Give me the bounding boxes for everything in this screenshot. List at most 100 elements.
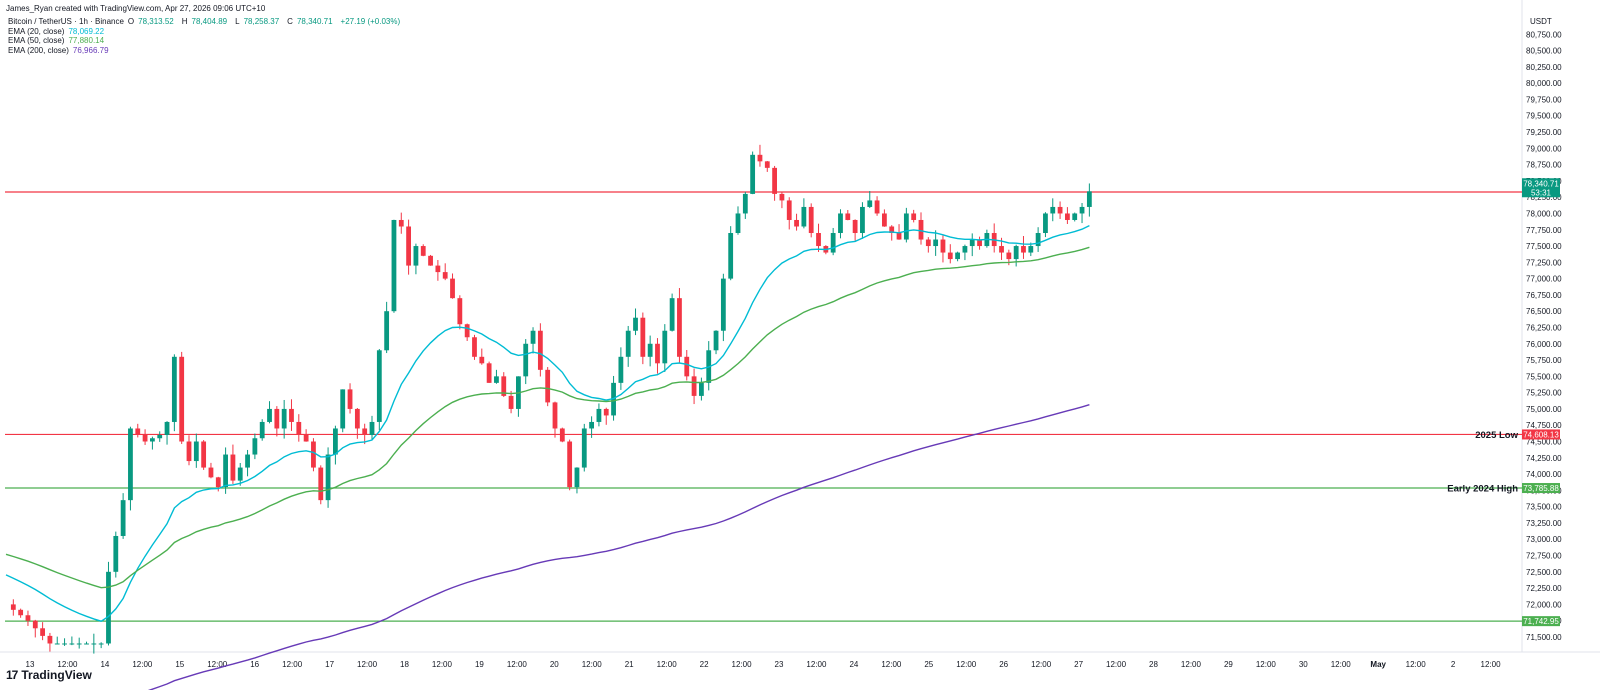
candle-body [142,434,148,442]
candle-body [889,226,895,234]
price-tick-label: 75,750.00 [1526,356,1562,365]
candle-body [867,200,873,207]
time-tick-label: 27 [1074,660,1083,669]
price-change: +27.19 (+0.03%) [340,17,401,26]
time-tick-label: 24 [849,660,858,669]
candle-body [362,428,368,435]
ohlc-low: L 78,258.37 [235,17,280,26]
candle-body [764,161,770,168]
candle-body [677,298,682,357]
candle-body [852,219,858,234]
price-tick-label: 75,000.00 [1526,405,1562,414]
candle-body [179,356,185,442]
candle-body [18,609,24,616]
candle-body [508,395,514,409]
symbol-row[interactable]: Bitcoin / TetherUS · 1h · Binance O 78,313… [8,17,404,27]
candle-body [318,467,324,501]
price-tick-label: 80,750.00 [1526,30,1562,39]
ema50-line [5,246,1090,589]
indicator-ema20[interactable]: EMA (20, close) 78,069.22 [8,26,105,36]
time-axis[interactable]: 13 12:00 14 12:00 15 12:00 16 12:00 17 12:00 18 12:… [26,660,1502,669]
candle-body [472,337,477,357]
candle-body [779,193,785,201]
price-tick-label: 71,500.00 [1526,633,1562,642]
indicator-ema200[interactable]: EMA (200, close) 76,966.79 [8,45,109,55]
candle-body [413,246,419,266]
price-tick-label: 72,750.00 [1526,552,1562,561]
candle-body [457,298,463,325]
price-tick-label: 74,500.00 [1526,438,1562,447]
candle-body [625,330,631,357]
candle-body [450,278,455,299]
ema50-value: 77,880.14 [68,36,105,45]
candle-body [567,441,573,488]
ema20-value: 78,069.22 [68,26,105,36]
time-tick-label: 26 [999,660,1008,669]
price-tick-label: 76,000.00 [1526,340,1562,349]
candle-body [376,350,382,422]
candle-body [742,193,748,214]
candle-body [98,643,104,645]
time-tick-label: 30 [1299,660,1308,669]
candle-body [479,356,485,364]
indicator-ema50[interactable]: EMA (50, close) 77,880.14 [8,36,105,45]
candle-body [728,233,734,279]
price-tick-label: 76,500.00 [1526,307,1562,316]
candle-body [201,441,207,468]
candle-body [420,246,426,256]
candle-body [1057,206,1063,214]
time-tick-label: May [1370,660,1386,669]
price-tick-label: 78,000.00 [1526,209,1562,218]
price-tick-label: 77,000.00 [1526,275,1562,284]
candle-body [84,643,89,645]
ohlc-close: C 78,340.71 [287,17,333,26]
symbol-name: Bitcoin / TetherUS · 1h · Binance [8,17,124,26]
candle-body [1050,206,1056,214]
candle-body [1072,213,1078,220]
price-tag-label: 73,785.88 [1523,484,1559,493]
candle-body [969,239,975,247]
candle-body [325,454,331,501]
candle-body [537,330,543,370]
candle-body [545,369,551,403]
candle-body [1006,252,1012,260]
time-tick-label: 12:00 [282,660,303,669]
time-tick-label: 22 [700,660,709,669]
time-tick-label: 12:00 [582,660,603,669]
candle-body [655,343,660,364]
candle-body [1086,191,1092,207]
candles [10,144,1092,654]
price-tick-label: 74,250.00 [1526,454,1562,463]
candle-body [252,438,258,455]
price-axis[interactable]: 71,500.0071,750.0072,000.0072,250.0072,5… [1526,30,1562,642]
candle-body [369,421,375,435]
ema200-value: 76,966.79 [72,45,109,55]
candle-body [1043,213,1048,234]
time-tick-label: 12:00 [1031,660,1052,669]
candle-body [230,454,236,481]
price-tick-label: 74,000.00 [1526,470,1562,479]
price-tick-label: 80,250.00 [1526,63,1562,72]
candle-body [801,206,807,227]
time-tick-label: 12:00 [432,660,453,669]
time-tick-label: 16 [250,660,259,669]
tradingview-logo[interactable]: 17 TradingView [6,668,92,682]
level-name-label: Early 2024 High [1447,484,1518,495]
price-tick-label: 79,000.00 [1526,144,1562,153]
time-tick-label: 12:00 [132,660,153,669]
candle-body [699,382,704,396]
time-tick-label: 19 [475,660,484,669]
price-tick-label: 78,250.00 [1526,193,1562,202]
candle-body [237,467,243,481]
price-tick-label: 79,250.00 [1526,128,1562,137]
ema200-line [147,404,1090,690]
candle-body [589,421,594,429]
candle-body [464,324,470,338]
candle-body [267,408,272,422]
candle-body [596,408,602,422]
candle-body [735,213,741,234]
candle-body [1013,246,1019,260]
candle-body [274,408,280,429]
candle-body [662,330,668,364]
